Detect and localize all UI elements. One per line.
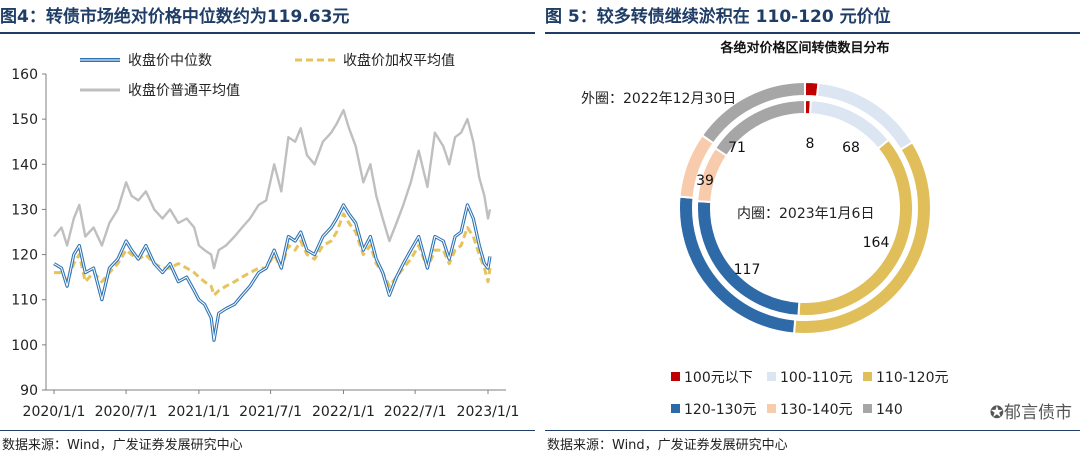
- left-title-rule: [0, 32, 535, 34]
- inner-ring-label: 内圈：2023年1月6日: [737, 206, 874, 222]
- series-line-median-inner: [53, 204, 491, 341]
- data-label: 164: [863, 235, 890, 251]
- y-tick-label: 140: [11, 157, 38, 173]
- x-tick-label: 2022/1/1: [312, 404, 375, 420]
- left-source-rule: [0, 430, 535, 431]
- legend-label: 收盘价中位数: [128, 52, 212, 69]
- y-tick-label: 120: [11, 248, 38, 264]
- right-title-rule: [545, 32, 1080, 34]
- x-tick-label: 2020/7/1: [95, 404, 158, 420]
- donut-title: 各绝对价格区间转债数目分布: [719, 40, 889, 56]
- right-source: 数据来源：Wind，广发证券发展研究中心: [547, 438, 788, 453]
- data-label: 117: [734, 262, 761, 278]
- data-label: 68: [842, 140, 860, 156]
- x-tick-label: 2022/7/1: [384, 404, 447, 420]
- legend-swatch: [767, 404, 776, 413]
- y-tick-label: 90: [20, 383, 38, 399]
- legend-label: 140: [876, 402, 903, 418]
- y-tick-label: 110: [11, 293, 38, 309]
- y-tick-label: 150: [11, 112, 38, 128]
- legend-label: 收盘价加权平均值: [343, 52, 455, 69]
- x-tick-label: 2020/1/1: [23, 404, 86, 420]
- data-label: 8: [806, 136, 815, 152]
- left-source: 数据来源：Wind，广发证券发展研究中心: [2, 438, 243, 453]
- legend-swatch: [767, 372, 776, 381]
- right-figure-title: 图 5：较多转债继续淤积在 110-120 元价位: [545, 7, 891, 27]
- y-tick-label: 160: [11, 67, 38, 83]
- donut-chart: 各绝对价格区间转债数目分布 8 68 164 117 39 71 外圈：2022年12月30日…: [581, 40, 949, 418]
- x-tick-label: 2021/7/1: [239, 404, 302, 420]
- legend-swatch: [671, 404, 680, 413]
- line-chart: 90 100 110 120 130 140 150 160 2020/1/1 2020/7/1 2…: [11, 52, 520, 420]
- data-label: 39: [696, 173, 714, 189]
- legend-swatch: [863, 404, 872, 413]
- legend-label: 130-140元: [780, 402, 853, 418]
- outer-ring-slice: [700, 80, 806, 145]
- watermark-text: 郁言债市: [1004, 403, 1072, 423]
- right-source-rule: [545, 430, 1080, 431]
- legend-label: 110-120元: [876, 370, 949, 386]
- legend-label: 收盘价普通平均值: [128, 82, 240, 99]
- legend-label: 120-130元: [684, 402, 757, 418]
- left-figure-title: 图4：转债市场绝对价格中位数约为119.63元: [0, 7, 350, 27]
- outer-ring-label: 外圈：2022年12月30日: [581, 91, 736, 107]
- x-tick-label: 2023/1/1: [457, 404, 520, 420]
- wechat-icon: ✪: [989, 403, 1004, 423]
- y-tick-label: 100: [11, 338, 38, 354]
- watermark: ✪郁言债市: [990, 398, 1072, 423]
- legend-label: 100-110元: [780, 370, 853, 386]
- inner-ring-slice: [713, 98, 806, 158]
- left-panel: 图4：转债市场绝对价格中位数约为119.63元 90 100 110 120 130 14…: [0, 0, 535, 461]
- series-line-average: [53, 108, 492, 270]
- y-tick-label: 130: [11, 202, 38, 218]
- series-line-median: [53, 203, 492, 342]
- legend-swatch: [671, 372, 680, 381]
- x-tick-label: 2021/1/1: [167, 404, 230, 420]
- legend-swatch: [863, 372, 872, 381]
- data-label: 71: [728, 140, 746, 156]
- right-panel: 图 5：较多转债继续淤积在 110-120 元价位 各绝对价格区间转债数目分布 8…: [545, 0, 1080, 461]
- legend-label: 100元以下: [684, 370, 753, 386]
